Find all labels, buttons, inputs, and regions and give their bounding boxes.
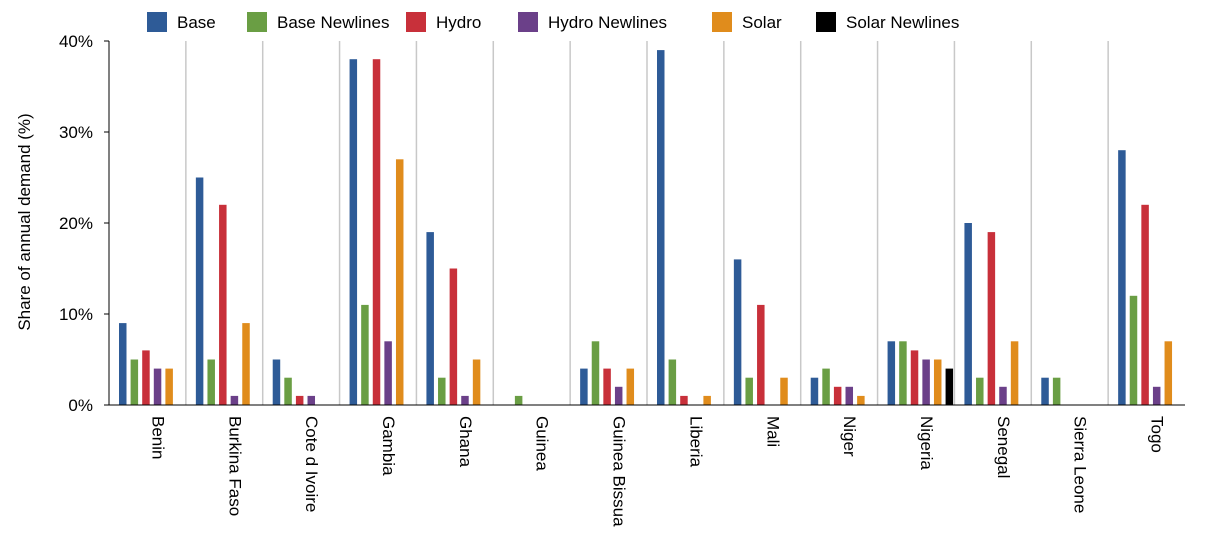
bar-solar-gambia	[395, 159, 404, 405]
bar-solar-senegal	[1010, 341, 1019, 405]
bar-solar-burkina-faso	[242, 323, 250, 405]
legend-swatch	[518, 12, 538, 32]
bar-hydro-senegal	[987, 232, 996, 405]
y-tick-label: 10%	[59, 305, 93, 324]
bar-hydro-newlines-burkina-faso	[230, 395, 239, 405]
bar-hydro-cote-d-ivoire	[295, 395, 304, 405]
legend: Base Base Newlines Hydro Hydro Newlines Sola…	[147, 12, 959, 32]
bar-solar-mali	[780, 377, 788, 405]
bar-hydro-ghana	[449, 268, 458, 405]
legend-swatch	[712, 12, 732, 32]
bar-base-newlines-nigeria	[899, 341, 907, 405]
x-tick-label: Togo	[1148, 416, 1167, 453]
bar-hydro-niger	[833, 386, 842, 405]
bar-base-guinea-bissua	[580, 368, 588, 405]
x-tick-label: Cote d Ivoire	[302, 416, 321, 512]
bar-base-newlines-cote-d-ivoire	[284, 377, 292, 405]
bars	[119, 50, 1173, 405]
x-tick-label: Sierra Leone	[1071, 416, 1090, 513]
legend-label: Hydro	[436, 13, 481, 32]
legend-label: Base	[177, 13, 216, 32]
x-tick-label: Guinea	[533, 416, 552, 471]
bar-hydro-benin	[142, 350, 150, 405]
bar-hydro-newlines-nigeria	[922, 359, 930, 405]
bar-base-newlines-liberia	[668, 359, 677, 405]
x-tick-label: Guinea Bissua	[610, 416, 629, 527]
bar-hydro-togo	[1141, 204, 1149, 405]
bar-base-gambia	[349, 59, 358, 405]
legend-swatch	[816, 12, 836, 32]
legend-label: Base Newlines	[277, 13, 389, 32]
bar-base-newlines-senegal	[976, 377, 984, 405]
bar-solar-guinea-bissua	[626, 368, 635, 405]
x-tick-label: Nigeria	[917, 416, 936, 470]
bar-solar-niger	[857, 395, 865, 405]
y-tick-label: 20%	[59, 214, 93, 233]
bar-solar-togo	[1164, 341, 1173, 405]
bar-base-sierra-leone	[1041, 377, 1049, 405]
bar-solar-newlines-nigeria	[945, 368, 954, 405]
bar-base-niger	[810, 377, 819, 405]
bar-solar-nigeria	[933, 359, 942, 405]
bar-hydro-nigeria	[910, 350, 919, 405]
bar-base-senegal	[964, 223, 972, 405]
bar-hydro-newlines-ghana	[461, 395, 469, 405]
x-tick-label: Benin	[148, 416, 167, 459]
bar-base-togo	[1118, 150, 1126, 405]
legend-swatch	[406, 12, 426, 32]
bar-base-cote-d-ivoire	[272, 359, 281, 405]
bar-hydro-newlines-senegal	[999, 386, 1007, 405]
category-separators	[185, 41, 1109, 405]
legend-label: Solar	[742, 13, 782, 32]
bar-hydro-newlines-gambia	[384, 341, 392, 405]
bar-solar-benin	[165, 368, 173, 405]
bar-base-newlines-benin	[130, 359, 139, 405]
x-tick-label: Burkina Faso	[225, 416, 244, 516]
bar-base-liberia	[657, 50, 665, 405]
bar-base-burkina-faso	[195, 177, 204, 405]
bar-hydro-newlines-guinea-bissua	[614, 386, 623, 405]
bar-base-mali	[733, 259, 742, 405]
x-axis: Benin Burkina Faso Cote d Ivoire Gambia Ghan…	[109, 404, 1185, 527]
legend-label: Solar Newlines	[846, 13, 959, 32]
bar-base-newlines-sierra-leone	[1052, 377, 1061, 405]
bar-base-ghana	[426, 232, 434, 405]
bar-hydro-newlines-benin	[153, 368, 162, 405]
bar-base-benin	[119, 323, 127, 405]
y-axis-title: Share of annual demand (%)	[15, 113, 34, 330]
y-tick-label: 30%	[59, 123, 93, 142]
x-tick-label: Gambia	[379, 416, 398, 476]
bar-base-newlines-guinea	[514, 395, 523, 405]
y-tick-label: 0%	[68, 396, 93, 415]
bar-base-newlines-gambia	[361, 304, 369, 405]
bar-base-newlines-mali	[745, 377, 753, 405]
x-tick-label: Senegal	[994, 416, 1013, 478]
legend-label: Hydro Newlines	[548, 13, 667, 32]
x-tick-label: Niger	[840, 416, 859, 457]
bar-solar-ghana	[472, 359, 481, 405]
bar-base-newlines-niger	[822, 368, 830, 405]
legend-swatch	[247, 12, 267, 32]
bar-solar-liberia	[703, 395, 711, 405]
bar-hydro-guinea-bissua	[603, 368, 611, 405]
bar-hydro-newlines-niger	[845, 386, 854, 405]
bar-hydro-gambia	[372, 59, 381, 405]
bar-base-newlines-guinea-bissua	[591, 341, 600, 405]
y-axis: 0% 10% 20% 30% 40%	[59, 32, 110, 415]
x-tick-label: Ghana	[456, 416, 475, 468]
bar-base-newlines-ghana	[438, 377, 446, 405]
bar-hydro-newlines-cote-d-ivoire	[307, 395, 316, 405]
bar-hydro-mali	[757, 304, 765, 405]
bar-hydro-newlines-togo	[1152, 386, 1161, 405]
bar-hydro-burkina-faso	[219, 204, 227, 405]
x-tick-label: Mali	[763, 416, 782, 447]
y-tick-label: 40%	[59, 32, 93, 51]
bar-base-nigeria	[887, 341, 896, 405]
bar-base-newlines-togo	[1129, 295, 1138, 405]
bar-base-newlines-burkina-faso	[207, 359, 215, 405]
legend-swatch	[147, 12, 167, 32]
bar-hydro-liberia	[680, 395, 688, 405]
x-tick-label: Liberia	[686, 416, 705, 468]
